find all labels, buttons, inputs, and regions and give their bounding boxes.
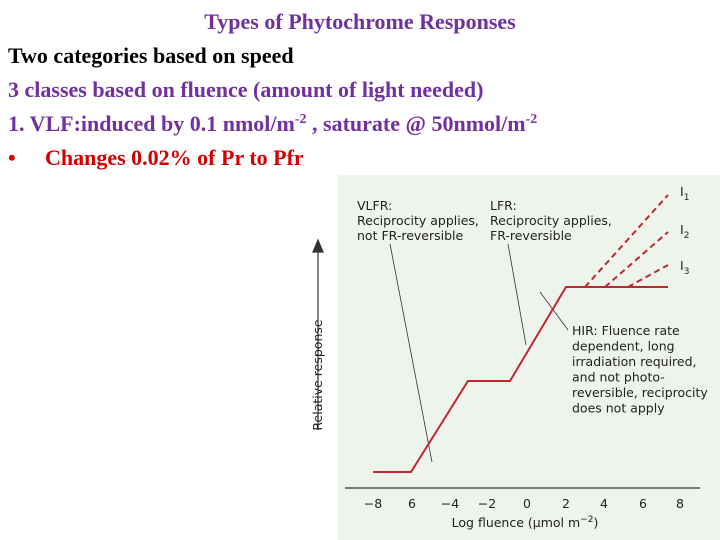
superscript: -2 (295, 112, 307, 127)
text-part: Log fluence (μmol m (452, 515, 581, 530)
text-line: 3 classes based on fluence (amount of li… (8, 77, 483, 102)
dashed-curve (584, 194, 669, 288)
x-tick-label: 2 (562, 496, 570, 511)
x-tick-label: 4 (600, 496, 608, 511)
annotation-line: does not apply (572, 401, 665, 416)
annotation-line: reversible, reciprocity (572, 385, 708, 400)
bullet: • (8, 145, 16, 170)
annotation-line: Reciprocity applies, (357, 213, 479, 228)
annotation-line: HIR: Fluence rate (572, 323, 680, 338)
subscript: 2 (684, 231, 690, 241)
pointer (507, 243, 527, 346)
annotation-line: not FR-reversible (357, 228, 463, 243)
pointer (539, 291, 569, 331)
x-tick-label: 0 (523, 496, 531, 511)
response-curve (373, 286, 668, 473)
curve-label: I3 (680, 258, 689, 277)
text-line: Two categories based on speed (8, 43, 294, 68)
text-line: 1. VLF:induced by 0.1 nmol/m-2 , saturat… (8, 111, 537, 136)
x-tick-label: −8 (364, 496, 382, 511)
title: Types of Phytochrome Responses (204, 9, 516, 34)
text-line: Changes 0.02% of Pr to Pfr (45, 145, 304, 170)
y-axis-label: Relative response (310, 319, 325, 430)
x-tick-label: 6 (639, 496, 647, 511)
curve-label: I1 (680, 184, 689, 203)
dashed-curve (604, 231, 669, 288)
x-axis-label: Log fluence (μmol m−2) (452, 515, 599, 530)
text-part: , saturate @ 50nmol/m (307, 111, 526, 136)
curves (373, 194, 669, 473)
curve-name: I (680, 184, 684, 199)
x-tick-label: 6 (408, 496, 416, 511)
annotation-line: Reciprocity applies, (490, 213, 612, 228)
x-tick-label: −4 (441, 496, 459, 511)
superscript: -2 (526, 112, 538, 127)
x-tick-label: 8 (676, 496, 684, 511)
annotation-line: FR-reversible (490, 228, 572, 243)
pointer (389, 243, 433, 463)
curve-name: I (680, 258, 684, 273)
subscript: 1 (684, 193, 690, 203)
axes (312, 238, 700, 489)
annotation-line: VLFR: (357, 198, 392, 213)
text-part: ) (593, 515, 598, 530)
superscript: −2 (580, 515, 593, 525)
annotation-line: LFR: (490, 198, 517, 213)
dashed-curve (627, 264, 669, 288)
arrow-head (312, 238, 324, 253)
figure-background (338, 175, 720, 540)
annotation-line: and not photo- (572, 370, 665, 385)
curve-label: I2 (680, 222, 689, 241)
annotation-line: dependent, long (572, 339, 675, 354)
text-part: 1. VLF:induced by 0.1 nmol/m (8, 111, 295, 136)
subscript: 3 (684, 267, 690, 277)
curve-name: I (680, 222, 684, 237)
annotation-line: irradiation required, (572, 354, 697, 369)
x-tick-label: −2 (478, 496, 496, 511)
